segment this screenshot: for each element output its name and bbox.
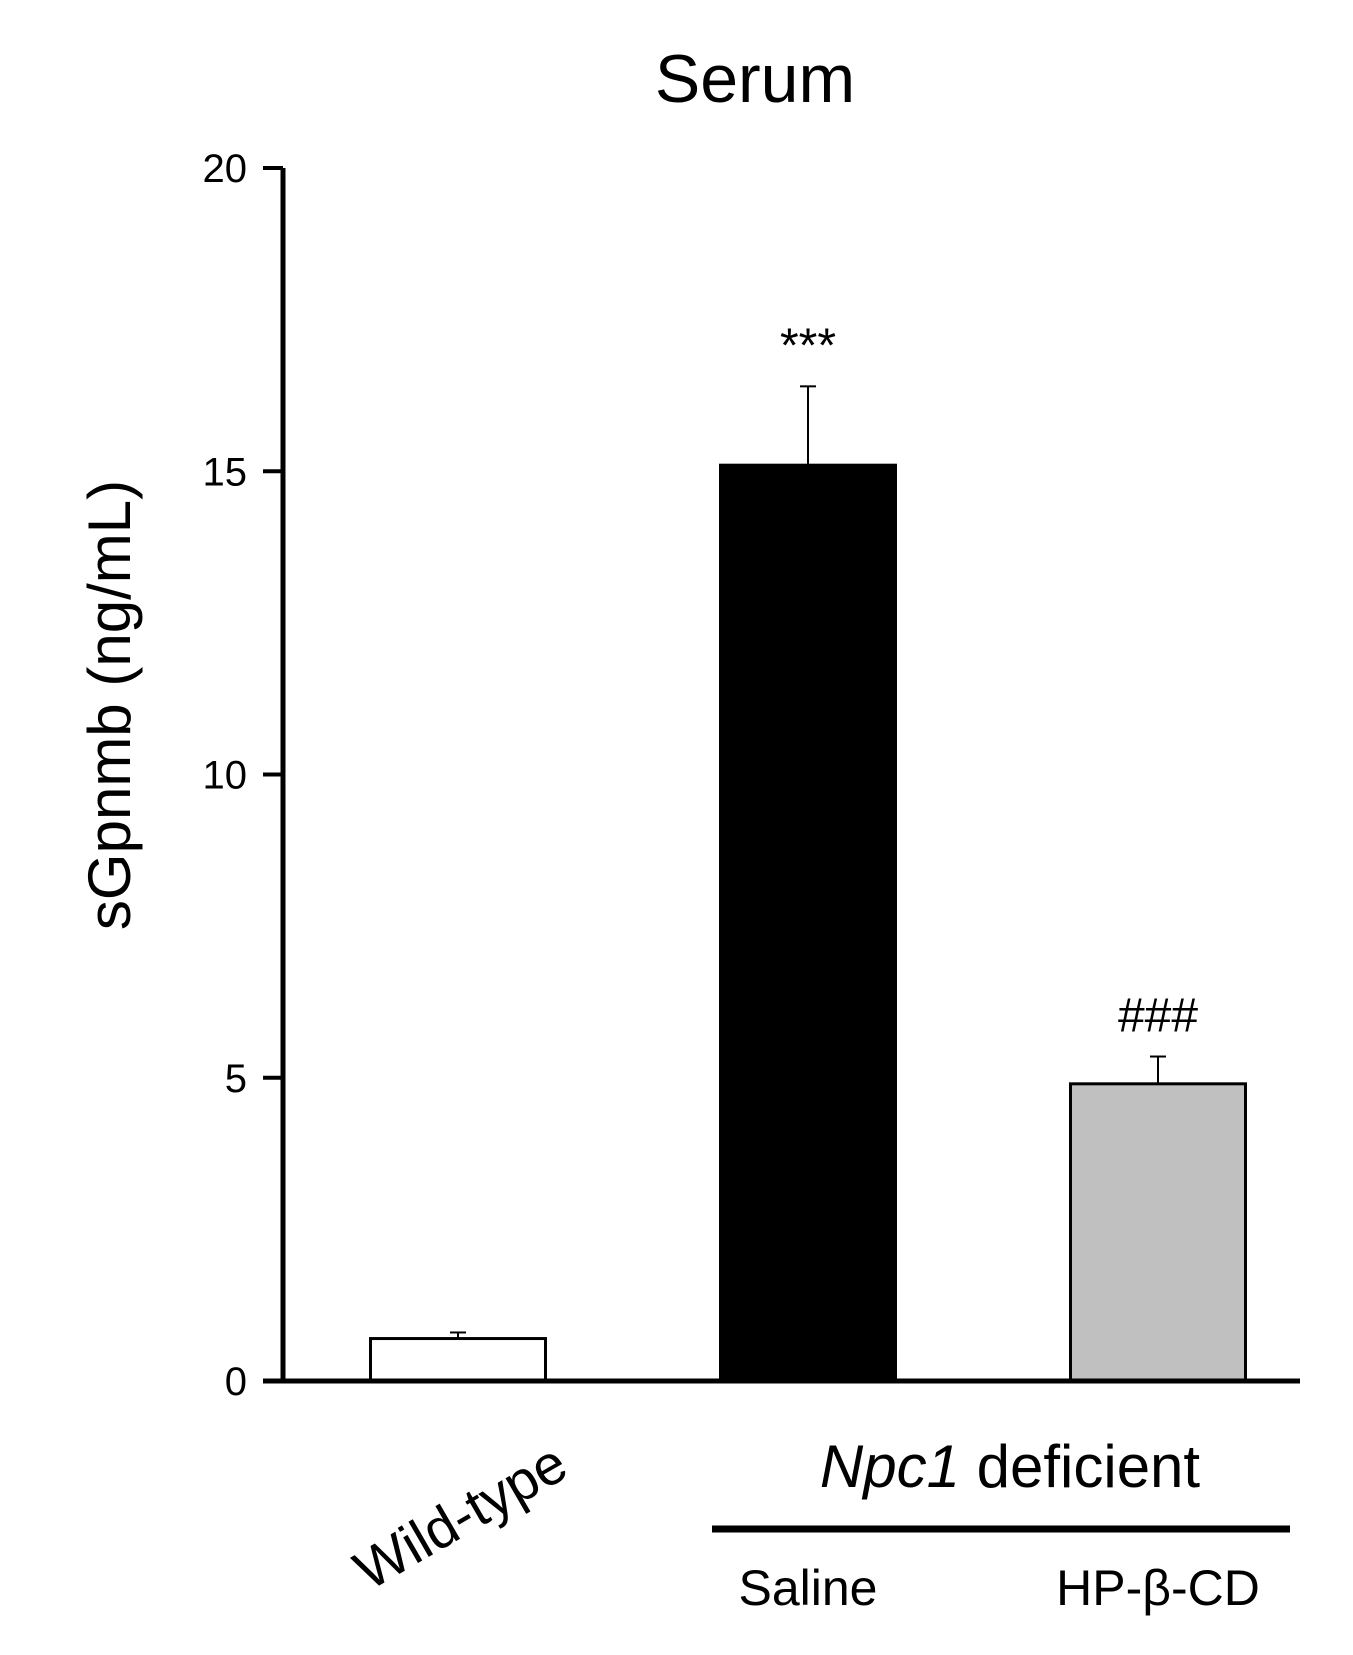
category-label-0: Wild-type xyxy=(343,1430,577,1601)
group-label-gene: Npc1 xyxy=(820,1433,960,1500)
bar-2 xyxy=(1069,1082,1247,1383)
y-tick-label-2: 10 xyxy=(203,754,248,798)
category-label-1: Saline xyxy=(739,1560,878,1616)
bar-1 xyxy=(719,463,897,1383)
chart-title: Serum xyxy=(655,41,855,117)
category-label-2: HP-β-CD xyxy=(1056,1560,1260,1616)
y-tick-label-3: 15 xyxy=(203,450,248,494)
y-tick-label-1: 5 xyxy=(225,1057,247,1101)
significance-label-1: *** xyxy=(780,319,836,372)
group-label: Npc1 deficient xyxy=(820,1433,1201,1500)
y-tick-label-4: 20 xyxy=(203,147,248,191)
y-axis-label: sGpnmb (ng/mL) xyxy=(76,480,143,930)
plot-area: *** ### 0 5 10 15 20 xyxy=(203,147,1300,1404)
group-label-rest: deficient xyxy=(960,1433,1200,1500)
bar-0 xyxy=(369,1337,547,1383)
y-tick-label-0: 0 xyxy=(225,1360,247,1404)
significance-label-2: ### xyxy=(1118,990,1198,1043)
